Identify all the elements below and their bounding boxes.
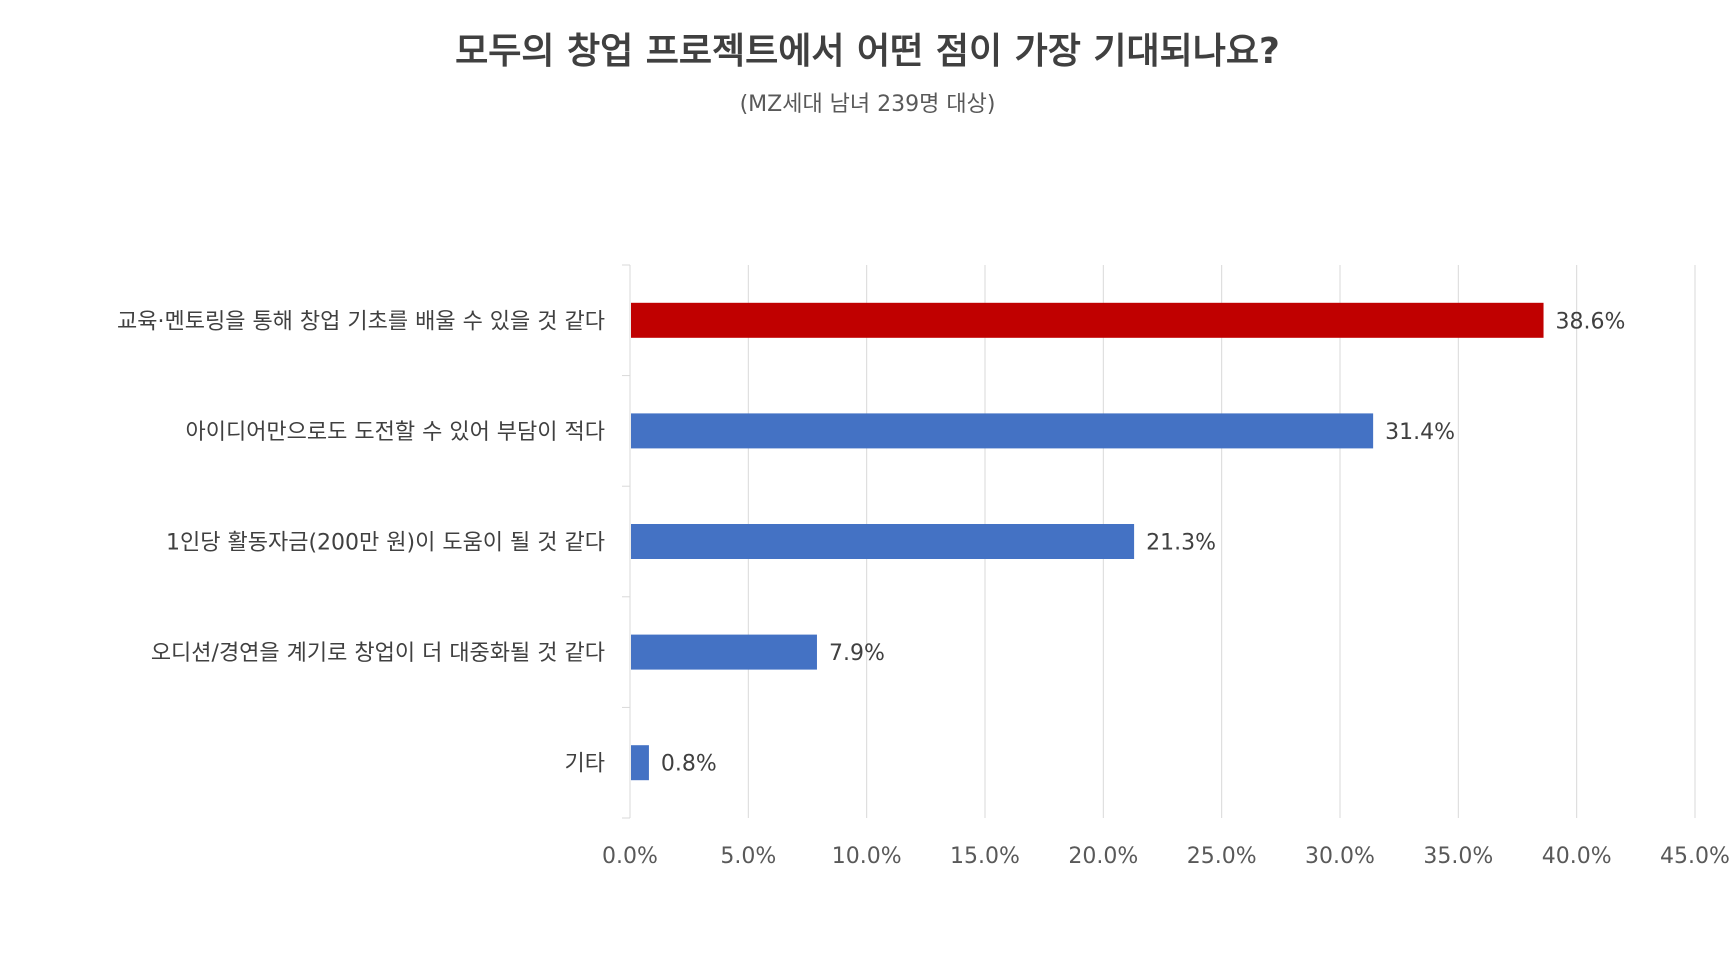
x-tick-label: 30.0% bbox=[1305, 844, 1375, 869]
category-label: 1인당 활동자금(200만 원)이 도움이 될 것 같다 bbox=[166, 531, 605, 556]
category-label: 교육·멘토링을 통해 창업 기초를 배울 수 있을 것 같다 bbox=[117, 309, 605, 334]
bar bbox=[631, 413, 1374, 449]
x-tick-label: 40.0% bbox=[1542, 844, 1612, 869]
data-label: 31.4% bbox=[1385, 420, 1455, 445]
x-tick-label: 10.0% bbox=[832, 844, 902, 869]
x-tick-label: 25.0% bbox=[1187, 844, 1257, 869]
x-tick-label: 35.0% bbox=[1423, 844, 1493, 869]
chart-subtitle: (MZ세대 남녀 239명 대상) bbox=[739, 92, 996, 117]
x-tick-label: 5.0% bbox=[720, 844, 776, 869]
data-label: 38.6% bbox=[1556, 309, 1626, 334]
bar bbox=[631, 524, 1135, 559]
category-label: 기타 bbox=[565, 752, 605, 777]
bar bbox=[631, 302, 1544, 338]
bar bbox=[631, 745, 649, 781]
x-tick-label: 15.0% bbox=[950, 844, 1020, 869]
labels: 0.0% 5.0% 10.0% 15.0% 20.0% 25.0% 30.0% 35.0% 40… bbox=[117, 309, 1730, 869]
data-label: 21.3% bbox=[1146, 531, 1216, 556]
data-label: 0.8% bbox=[661, 752, 717, 777]
category-label: 아이디어만으로도 도전할 수 있어 부담이 적다 bbox=[185, 420, 605, 445]
chart-title: 모두의 창업 프로젝트에서 어떤 점이 가장 기대되나요? bbox=[455, 31, 1280, 72]
x-tick-label: 20.0% bbox=[1068, 844, 1138, 869]
x-tick-label: 45.0% bbox=[1660, 844, 1730, 869]
data-label: 7.9% bbox=[829, 641, 885, 666]
category-axis bbox=[622, 264, 631, 819]
bar bbox=[631, 634, 817, 670]
x-tick-label: 0.0% bbox=[602, 844, 658, 869]
bars bbox=[631, 302, 1544, 781]
category-label: 오디션/경연을 계기로 창업이 더 대중화될 것 같다 bbox=[151, 641, 605, 666]
